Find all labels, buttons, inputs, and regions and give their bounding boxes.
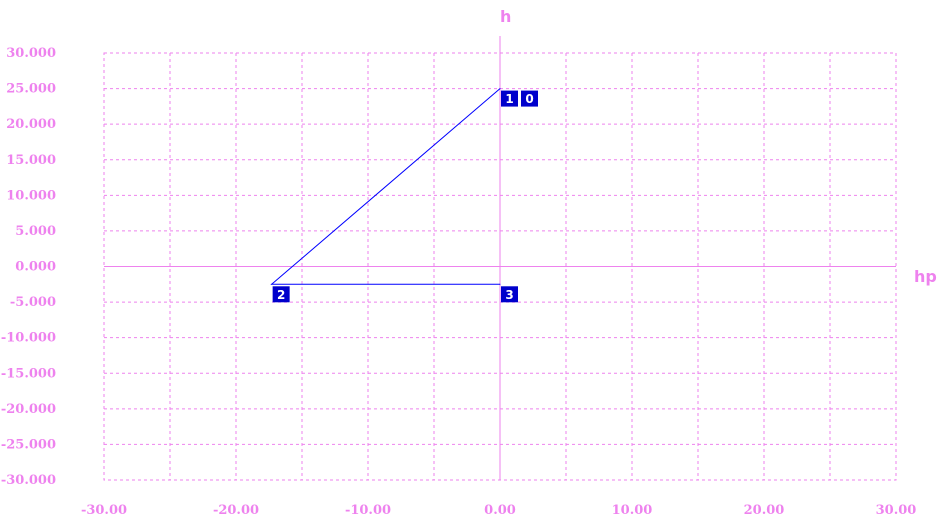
node-markers: 1 0 2 3 [272, 90, 538, 303]
y-axis-title: h [500, 7, 511, 26]
x-tick-label: 20.00 [744, 503, 785, 518]
node-box [501, 90, 518, 107]
x-tick-labels: -30.00 -20.00 -10.00 0.00 10.00 20.00 30.00 [81, 503, 916, 518]
node-box [521, 90, 538, 107]
x-tick-label: -30.00 [81, 503, 127, 518]
y-tick-label: -25.000 [1, 437, 56, 452]
series [270, 88, 501, 285]
x-tick-label: -20.00 [213, 503, 259, 518]
y-tick-label: 15.000 [6, 153, 56, 168]
series-line [270, 88, 501, 285]
axes [104, 36, 896, 480]
node-box [272, 286, 290, 303]
node-label: 0 [525, 92, 533, 106]
data-point [499, 88, 501, 90]
y-tick-label: 30.000 [6, 46, 56, 61]
x-tick-label: 30.00 [876, 503, 917, 518]
x-axis-title: hp [914, 267, 937, 286]
y-tick-label: 5.000 [15, 224, 56, 239]
y-tick-label: 0.000 [15, 260, 56, 275]
y-tick-label: 25.000 [6, 82, 56, 97]
node-label: 3 [505, 288, 513, 302]
node-label: 1 [505, 92, 513, 106]
y-tick-label: 10.000 [6, 188, 56, 203]
y-tick-label: 20.000 [6, 117, 56, 132]
data-point [271, 283, 273, 285]
node-label: 2 [277, 288, 285, 302]
x-tick-label: 10.00 [612, 503, 653, 518]
x-tick-label: 0.00 [484, 503, 516, 518]
y-tick-label: -10.000 [1, 331, 56, 346]
y-tick-label: -5.000 [10, 295, 56, 310]
y-tick-labels: 30.000 25.000 20.000 15.000 10.000 5.000 0.000… [1, 46, 56, 488]
data-point [499, 283, 501, 285]
y-tick-label: -15.000 [1, 366, 56, 381]
y-tick-label: -30.000 [1, 473, 56, 488]
node-box [501, 286, 518, 303]
x-tick-label: -10.00 [345, 503, 391, 518]
y-tick-label: -20.000 [1, 402, 56, 417]
